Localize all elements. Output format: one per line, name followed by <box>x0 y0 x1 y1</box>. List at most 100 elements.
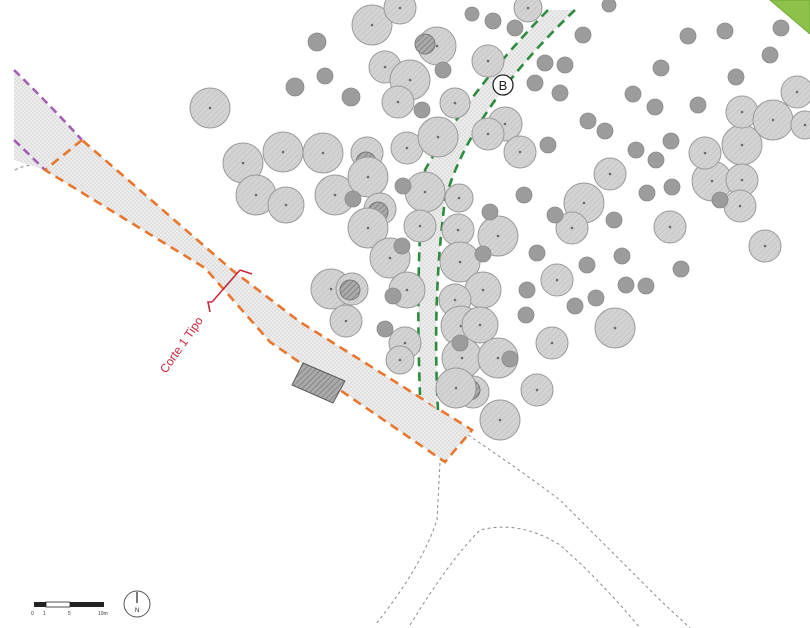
tree-trunk-dot <box>740 178 744 182</box>
tree-small <box>413 101 431 119</box>
tree-small <box>393 237 411 255</box>
tree-canopy-hatched <box>339 279 361 301</box>
tree-trunk-dot <box>284 203 288 207</box>
tree-trunk-dot <box>668 225 672 229</box>
tree-small <box>518 281 536 299</box>
scale-label-0: 0 <box>31 611 34 617</box>
main-path <box>42 138 474 464</box>
tree-small <box>663 178 681 196</box>
tree-small <box>711 191 729 209</box>
tree-trunk-dot <box>740 143 744 147</box>
tree-trunk-dot <box>803 123 807 127</box>
tree-canopy <box>383 0 417 25</box>
tree-small <box>727 68 745 86</box>
section-label: Corte 1 Tipo <box>157 314 206 376</box>
tree-small <box>384 287 402 305</box>
tree-trunk-dot <box>405 146 409 150</box>
tree-trunk-dot <box>608 172 612 176</box>
existing-trail-lines <box>14 164 691 628</box>
tree-trunk-dot <box>281 150 285 154</box>
tree-trunk-dot <box>398 358 402 362</box>
tree-small <box>474 245 492 263</box>
tree-small <box>341 87 361 107</box>
tree-small <box>662 132 680 150</box>
tree-trunk-dot <box>498 418 502 422</box>
tree-small <box>605 211 623 229</box>
tree-trunk-dot <box>453 298 457 302</box>
tree-small <box>617 276 635 294</box>
tree-trunk-dot <box>208 106 212 110</box>
tree-trunk-dot <box>370 23 374 27</box>
tree-canopies <box>189 0 810 441</box>
tree-small <box>464 6 480 22</box>
tree-small <box>556 56 574 74</box>
tree-trunk-dot <box>435 44 439 48</box>
tree-small <box>652 59 670 77</box>
tree-trunk-dot <box>366 175 370 179</box>
tree-trunk-dot <box>254 193 258 197</box>
tree-small <box>574 26 592 44</box>
tree-small <box>716 22 734 40</box>
tree-trunk-dot <box>613 326 617 330</box>
tree-small <box>679 27 697 45</box>
tree-small <box>772 19 790 37</box>
tree-small <box>647 151 665 169</box>
tree-trunk-dot <box>570 226 574 230</box>
tree-trunk-dot <box>740 110 744 114</box>
tree-small <box>536 54 554 72</box>
tree-small <box>316 67 334 85</box>
tree-small <box>344 190 362 208</box>
tree-small <box>285 77 305 97</box>
tree-trunk-dot <box>333 193 337 197</box>
tree-trunk-dot <box>550 341 554 345</box>
tree-small <box>546 206 564 224</box>
tree-trunk-dot <box>396 100 400 104</box>
tree-small <box>484 12 502 30</box>
scale-bar: 0 1 5 10m <box>31 601 108 617</box>
tree-small <box>596 122 614 140</box>
tree-trunk-dot <box>344 319 348 323</box>
existing-structure <box>291 362 346 404</box>
tree-trunk-dot <box>771 118 775 122</box>
tree-small <box>506 19 524 37</box>
path-marker-label: B <box>499 78 508 93</box>
tree-small <box>481 203 499 221</box>
tree-trunk-dot <box>457 196 461 200</box>
tree-trunk-dot <box>398 6 402 10</box>
tree-small <box>566 297 584 315</box>
tree-trunk-dot <box>388 256 392 260</box>
tree-trunk-dot <box>460 356 464 360</box>
tree-trunk-dot <box>526 6 530 10</box>
tree-small <box>587 289 605 307</box>
tree-trunk-dot <box>555 278 559 282</box>
tree-small <box>528 244 546 262</box>
north-letter: N <box>135 608 139 614</box>
tree-trunk-dot <box>383 65 387 69</box>
tree-trunk-dot <box>503 122 507 126</box>
tree-trunk-dot <box>518 150 522 154</box>
tree-canopy-hatched <box>414 33 436 55</box>
tree-trunk-dot <box>478 323 482 327</box>
tree-small <box>689 96 707 114</box>
tree-trunk-dot <box>423 190 427 194</box>
tree-small <box>394 177 412 195</box>
boundary-zone <box>13 69 83 171</box>
tree-small <box>515 186 533 204</box>
tree-canopy <box>780 75 810 109</box>
scale-label-5: 5 <box>68 611 71 617</box>
path-marker-b: B <box>492 74 514 96</box>
scale-label-1: 1 <box>43 611 46 617</box>
tree-trunk-dot <box>795 90 799 94</box>
tree-small <box>579 112 597 130</box>
tree-small <box>539 136 557 154</box>
tree-small <box>601 0 617 13</box>
tree-trunk-dot <box>738 204 742 208</box>
tree-trunk-dot <box>481 288 485 292</box>
tree-trunk-dot <box>582 201 586 205</box>
tree-small <box>501 350 519 368</box>
tree-trunk-dot <box>453 101 457 105</box>
tree-trunk-dot <box>456 228 460 232</box>
tree-trunk-dot <box>366 226 370 230</box>
tree-trunk-dot <box>486 132 490 136</box>
